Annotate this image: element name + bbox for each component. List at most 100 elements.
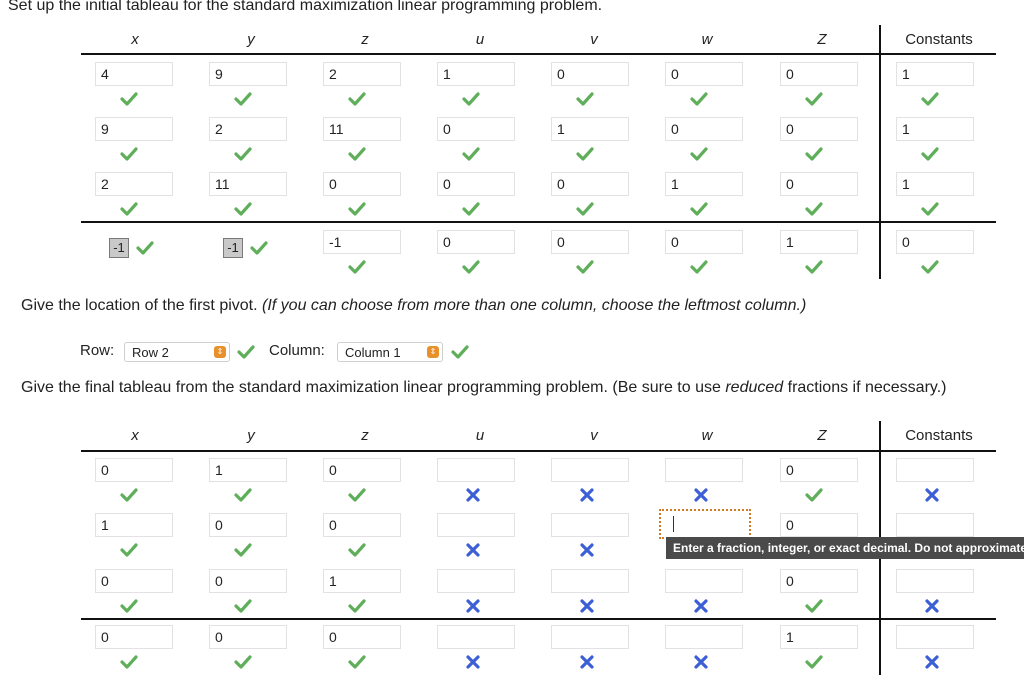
answer-input-u[interactable]: 0 — [437, 230, 515, 254]
answer-input-u[interactable] — [437, 513, 515, 537]
answer-input-y[interactable]: 1 — [209, 458, 287, 482]
answer-input-u[interactable]: 0 — [437, 172, 515, 196]
answer-input-Z-var[interactable]: 0 — [780, 117, 858, 141]
header-z: z — [361, 427, 369, 444]
answer-input-x[interactable]: 0 — [95, 458, 173, 482]
check-icon — [233, 487, 255, 505]
answer-input-w[interactable]: 0 — [665, 230, 743, 254]
answer-input-v[interactable]: 0 — [551, 172, 629, 196]
answer-input-u[interactable] — [437, 458, 515, 482]
answer-input-v[interactable] — [551, 569, 629, 593]
answer-input-w[interactable] — [665, 569, 743, 593]
header-v: v — [590, 31, 598, 48]
answer-input-y[interactable]: 11 — [209, 172, 287, 196]
answer-input-Z-var[interactable]: 0 — [780, 513, 858, 537]
answer-input-constants[interactable] — [896, 458, 974, 482]
answer-input-v[interactable] — [551, 513, 629, 537]
answer-input-w[interactable]: 0 — [665, 117, 743, 141]
answer-input-z[interactable]: 0 — [323, 458, 401, 482]
answer-input-v[interactable]: 0 — [551, 62, 629, 86]
answer-input-v[interactable]: 1 — [551, 117, 629, 141]
header-x: x — [131, 427, 139, 444]
check-icon — [920, 259, 942, 277]
check-icon — [804, 201, 826, 219]
answer-input-u[interactable] — [437, 569, 515, 593]
cross-icon — [693, 598, 715, 616]
row-label: Row: — [80, 342, 115, 359]
answer-input-y[interactable]: 2 — [209, 117, 287, 141]
check-icon — [689, 201, 711, 219]
final-question-emphasis: reduced — [725, 379, 784, 396]
answer-input-y[interactable]: 0 — [209, 625, 287, 649]
row-select[interactable]: Row 2 ⇕ — [124, 342, 230, 362]
header-constants: Constants — [905, 31, 973, 48]
answer-input-Z-var[interactable]: 0 — [780, 62, 858, 86]
header-rule — [81, 450, 996, 452]
answer-input-x[interactable]: 2 — [95, 172, 173, 196]
select-arrow-icon: ⇕ — [427, 346, 439, 358]
answer-input-z[interactable]: 0 — [323, 513, 401, 537]
check-icon — [119, 487, 141, 505]
check-icon — [804, 91, 826, 109]
answer-input-x[interactable]: 9 — [95, 117, 173, 141]
answer-input-u[interactable] — [437, 625, 515, 649]
answer-input-constants[interactable] — [896, 513, 974, 537]
check-icon — [233, 91, 255, 109]
active-answer-input[interactable] — [659, 509, 751, 539]
final-question-text-end: fractions if necessary.) — [787, 379, 947, 396]
answer-input-v[interactable] — [551, 625, 629, 649]
pivot-question-hint: (If you can choose from more than one co… — [262, 297, 807, 314]
answer-input-z[interactable]: 1 — [323, 569, 401, 593]
answer-input-v[interactable] — [551, 458, 629, 482]
answer-input-z[interactable]: 2 — [323, 62, 401, 86]
answer-input-w[interactable] — [665, 458, 743, 482]
check-icon — [804, 146, 826, 164]
check-icon — [233, 598, 255, 616]
answer-input-constants[interactable]: 1 — [896, 62, 974, 86]
answer-input-z[interactable]: 11 — [323, 117, 401, 141]
answer-input-constants[interactable]: 1 — [896, 117, 974, 141]
cross-icon — [465, 598, 487, 616]
answer-input-constants[interactable] — [896, 625, 974, 649]
answer-input-x[interactable]: 1 — [95, 513, 173, 537]
answer-input-constants[interactable] — [896, 569, 974, 593]
question-initial-tableau: Set up the initial tableau for the stand… — [8, 0, 603, 14]
answer-input-Z-var[interactable]: 0 — [780, 172, 858, 196]
cross-icon — [465, 542, 487, 560]
answer-input-Z-var[interactable]: 1 — [780, 625, 858, 649]
check-icon — [347, 487, 369, 505]
answer-input-x[interactable]: 0 — [95, 625, 173, 649]
answer-input-w[interactable]: 0 — [665, 62, 743, 86]
answer-input-w[interactable]: 1 — [665, 172, 743, 196]
answer-input-z[interactable]: 0 — [323, 625, 401, 649]
answer-input-Z-var[interactable]: 1 — [780, 230, 858, 254]
answer-input-constants[interactable]: 0 — [896, 230, 974, 254]
cross-icon — [924, 654, 946, 672]
check-icon — [233, 146, 255, 164]
answer-input-u[interactable]: 0 — [437, 117, 515, 141]
answer-input-w[interactable] — [665, 625, 743, 649]
cell-value-box: -1 — [109, 238, 129, 258]
answer-input-Z-var[interactable]: 0 — [780, 569, 858, 593]
question-final-tableau: Give the final tableau from the standard… — [21, 379, 947, 397]
answer-input-x[interactable]: 4 — [95, 62, 173, 86]
answer-input-x[interactable]: 0 — [95, 569, 173, 593]
check-icon — [804, 259, 826, 277]
answer-input-constants[interactable]: 1 — [896, 172, 974, 196]
answer-input-y[interactable]: 9 — [209, 62, 287, 86]
answer-input-y[interactable]: 0 — [209, 569, 287, 593]
check-icon — [689, 91, 711, 109]
cross-icon — [924, 598, 946, 616]
header-u: u — [475, 31, 485, 48]
answer-input-y[interactable]: 0 — [209, 513, 287, 537]
answer-input-v[interactable]: 0 — [551, 230, 629, 254]
cross-icon — [579, 598, 601, 616]
column-select[interactable]: Column 1 ⇕ — [337, 342, 443, 362]
answer-input-z[interactable]: 0 — [323, 172, 401, 196]
answer-input-z[interactable]: -1 — [323, 230, 401, 254]
header-Z-var: Z — [817, 31, 827, 48]
check-icon — [119, 598, 141, 616]
answer-input-Z-var[interactable]: 0 — [780, 458, 858, 482]
answer-input-u[interactable]: 1 — [437, 62, 515, 86]
header-rule — [81, 53, 996, 55]
